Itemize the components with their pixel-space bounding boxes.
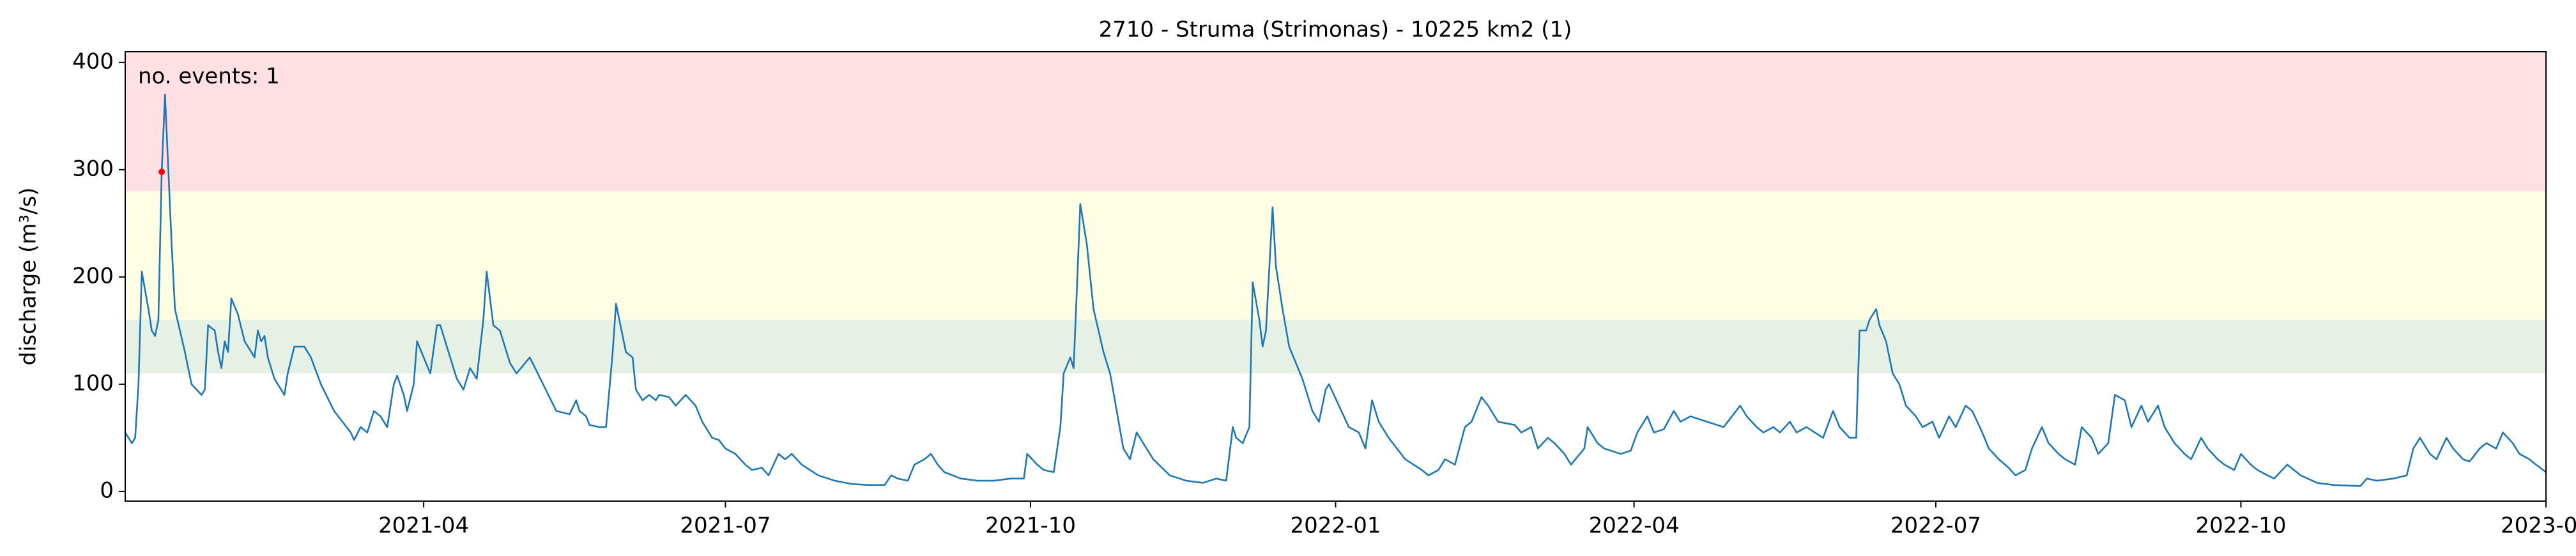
annotation: no. events: 1 bbox=[138, 64, 280, 89]
plot-frame bbox=[125, 51, 2547, 502]
chart-title: 2710 - Struma (Strimonas) - 10225 km2 (1… bbox=[1099, 17, 1572, 43]
x-tick-label: 2021-10 bbox=[985, 513, 1076, 539]
threshold-band bbox=[125, 191, 2546, 320]
x-tick-label: 2022-10 bbox=[2195, 513, 2286, 539]
y-tick-label: 400 bbox=[72, 49, 114, 74]
y-tick-label: 100 bbox=[72, 370, 114, 396]
y-tick-label: 300 bbox=[72, 156, 114, 181]
y-tick-label: 200 bbox=[72, 263, 114, 289]
discharge-line bbox=[124, 93, 2547, 487]
y-tick-label: 0 bbox=[100, 477, 114, 503]
event-marker bbox=[158, 169, 165, 176]
x-tick-label: 2021-07 bbox=[680, 513, 770, 539]
x-tick-label: 2022-01 bbox=[1290, 513, 1381, 539]
threshold-band bbox=[125, 320, 2546, 374]
threshold-band bbox=[125, 52, 2546, 192]
x-tick-label: 2022-07 bbox=[1890, 513, 1981, 539]
x-tick-label: 2021-04 bbox=[378, 513, 469, 539]
y-axis-label: discharge (m³/s) bbox=[16, 188, 42, 366]
x-tick-label: 2022-04 bbox=[1589, 513, 1680, 539]
x-tick-label: 2023-01 bbox=[2501, 513, 2576, 539]
